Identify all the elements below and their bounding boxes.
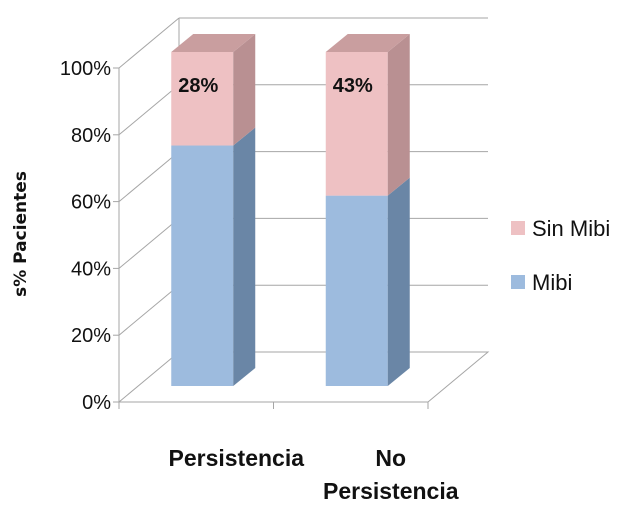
data-label: 43% — [333, 75, 373, 97]
floor — [117, 351, 490, 403]
x-category-label: Persistencia — [168, 445, 304, 471]
gridline-side — [118, 17, 180, 69]
gridline-side — [118, 151, 180, 202]
bar-segment-sin-mibi — [325, 34, 410, 196]
legend-label: Sin Mibi — [532, 216, 610, 241]
y-tick-label: 60% — [71, 192, 111, 214]
x-category-label: No — [375, 445, 406, 471]
legend-swatch — [511, 221, 525, 235]
bar-segment-sin-mibi — [171, 34, 256, 146]
legend-item: Mibi — [511, 270, 572, 295]
bar-segment-mibi — [325, 177, 410, 386]
bar-top-face — [325, 34, 410, 52]
y-tick-label: 0% — [82, 392, 111, 414]
bar-segment-mibi — [171, 127, 256, 387]
gridline-side — [118, 284, 180, 336]
bar-front-face — [325, 52, 388, 196]
legend-swatch — [511, 275, 525, 289]
y-axis-ticks: 0% 20% 40% 60% 80% 100% — [60, 58, 119, 414]
gridline-side — [118, 218, 180, 269]
y-axis-title: s% Pacientes — [11, 171, 31, 297]
y-tick-label: 20% — [71, 325, 111, 347]
legend-label: Mibi — [532, 270, 572, 295]
legend-item: Sin Mibi — [511, 216, 610, 241]
bars — [171, 34, 410, 387]
legend: Sin Mibi Mibi — [511, 216, 610, 295]
bar-side-face — [387, 177, 410, 386]
x-axis-categories: Persistencia No Persistencia — [168, 445, 458, 504]
y-tick-label: 40% — [71, 258, 111, 280]
y-tick-label: 80% — [71, 125, 111, 147]
y-tick-label: 100% — [60, 58, 111, 80]
bar-side-face — [233, 127, 256, 387]
bar-front-face — [325, 195, 388, 386]
x-category-label: Persistencia — [323, 478, 459, 504]
bar-front-face — [171, 52, 234, 146]
bar-front-face — [171, 145, 234, 386]
bar-side-face — [233, 34, 256, 146]
gridline-side — [118, 84, 180, 136]
data-label: 28% — [178, 75, 218, 97]
data-labels: 28% 43% — [178, 75, 373, 97]
bar-side-face — [387, 34, 410, 196]
bar-top-face — [171, 34, 256, 52]
